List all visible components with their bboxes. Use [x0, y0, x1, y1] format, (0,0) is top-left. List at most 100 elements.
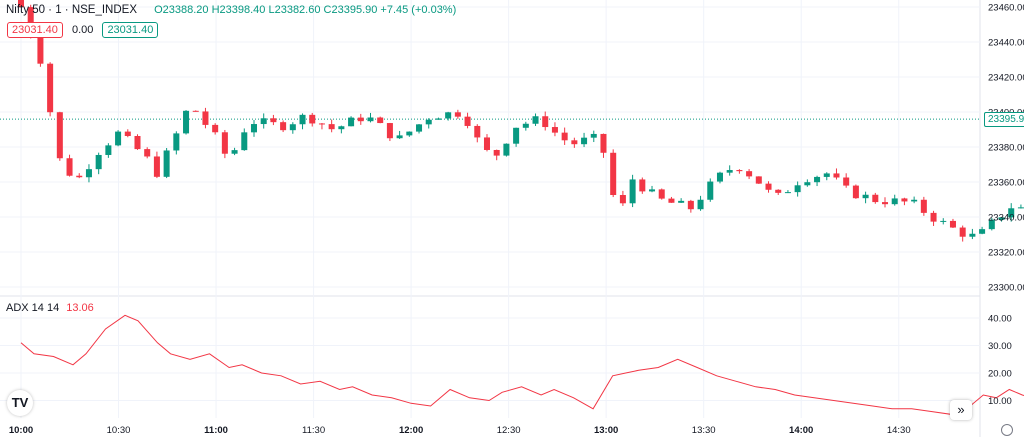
candle-body [47, 63, 54, 113]
candle-body [445, 112, 452, 119]
time-tick-label: 13:00 [594, 425, 618, 436]
candle-body [328, 124, 335, 130]
candle-body [629, 179, 636, 204]
candle-body [280, 122, 287, 131]
candle-body [784, 192, 791, 194]
candle-body [27, 7, 34, 36]
candle-body [610, 152, 617, 196]
scroll-to-realtime-button[interactable]: » [950, 400, 972, 420]
candle-body [658, 189, 665, 199]
candle-body [736, 170, 743, 172]
candle-body [814, 176, 821, 183]
candle-body [804, 182, 811, 186]
candle-body [882, 202, 889, 205]
candle-body [202, 111, 209, 125]
candle-body [513, 127, 520, 144]
time-tick-label: 10:30 [107, 425, 131, 436]
candle-body [144, 149, 151, 157]
candle-body [56, 112, 63, 159]
price-candles [17, 0, 1024, 242]
adx-legend[interactable]: ADX 14 14 13.06 [6, 302, 94, 314]
candle-body [891, 198, 898, 205]
candle-body [998, 217, 1005, 220]
candle-body [464, 116, 471, 126]
time-tick-label: 14:30 [887, 425, 911, 436]
candle-body [435, 118, 442, 120]
symbol-title[interactable]: Nifty 50 · 1 · NSE_INDEX [6, 4, 138, 16]
candle-body [348, 117, 355, 127]
candle-body [115, 131, 122, 146]
time-tick-label: 12:00 [399, 425, 423, 436]
candle-body [979, 229, 986, 234]
price-tick-label: 23380.00 [988, 143, 1024, 154]
candle-body [920, 199, 927, 213]
candle-body [639, 179, 646, 192]
candle-body [483, 137, 490, 150]
candle-body [755, 176, 762, 184]
candle-body [969, 233, 976, 237]
candle-body [503, 143, 510, 156]
candle-body [872, 194, 879, 203]
candle-body [522, 123, 529, 128]
adx-tick-label: 20.00 [988, 369, 1012, 380]
candle-body [551, 127, 558, 133]
trade-row: 23031.40 0.00 23031.40 [7, 22, 159, 38]
tradingview-logo-icon[interactable]: TV [7, 390, 33, 416]
candle-body [85, 169, 92, 178]
gear-icon[interactable] [1001, 424, 1013, 436]
close-value: C23395.90 [323, 4, 378, 16]
candle-body [590, 133, 597, 138]
candle-body [377, 117, 384, 124]
candle-body [911, 199, 918, 202]
candle-body [289, 124, 296, 131]
candle-body [765, 183, 772, 190]
adx-name: ADX 14 14 [6, 302, 60, 314]
candle-body [124, 131, 131, 137]
candle-body [619, 195, 626, 204]
candle-body [988, 219, 995, 230]
candle-body [163, 150, 170, 177]
candle-body [794, 185, 801, 193]
last-price-tag: 23395.90 [984, 112, 1024, 127]
time-tick-label: 11:30 [302, 425, 325, 436]
candle-body [192, 110, 199, 112]
price-tick-label: 23460.00 [988, 3, 1024, 14]
candle-body [901, 198, 908, 202]
candle-body [66, 158, 73, 176]
candle-body [833, 173, 840, 178]
candle-body [843, 177, 850, 186]
buy-button[interactable]: 23031.40 [102, 22, 159, 38]
candle-body [212, 124, 219, 133]
candle-body [668, 198, 675, 203]
low-value: L23382.60 [268, 4, 321, 16]
candle-body [746, 171, 753, 177]
change-value: +7.45 (+0.03%) [380, 4, 457, 16]
axes: 23460.0023440.0023420.0023400.0023380.00… [9, 3, 1024, 437]
candle-body [17, 0, 25, 8]
candle-body [37, 35, 44, 64]
price-tick-label: 23420.00 [988, 73, 1024, 84]
adx-line [20, 314, 1024, 415]
candle-body [357, 117, 364, 122]
candle-body [561, 132, 568, 141]
candle-body [299, 114, 306, 125]
candle-body [493, 149, 500, 156]
time-tick-label: 10:00 [9, 425, 33, 436]
candle-body [581, 137, 588, 145]
candle-body [416, 124, 423, 132]
candle-body [250, 124, 258, 133]
candle-body [940, 220, 947, 222]
sell-button[interactable]: 23031.40 [7, 22, 63, 38]
candle-body [241, 132, 248, 151]
candle-body [649, 189, 656, 192]
candle-body [221, 132, 228, 154]
chart-legend: Nifty 50 · 1 · NSE_INDEX O23388.20 H2339… [6, 4, 456, 16]
candle-body [309, 114, 316, 124]
candle-body [173, 133, 180, 151]
time-tick-label: 13:30 [692, 425, 716, 436]
candle-body [1008, 208, 1015, 218]
candle-body [571, 140, 578, 145]
price-tick-label: 23300.00 [988, 283, 1024, 294]
candle-body [386, 123, 393, 139]
